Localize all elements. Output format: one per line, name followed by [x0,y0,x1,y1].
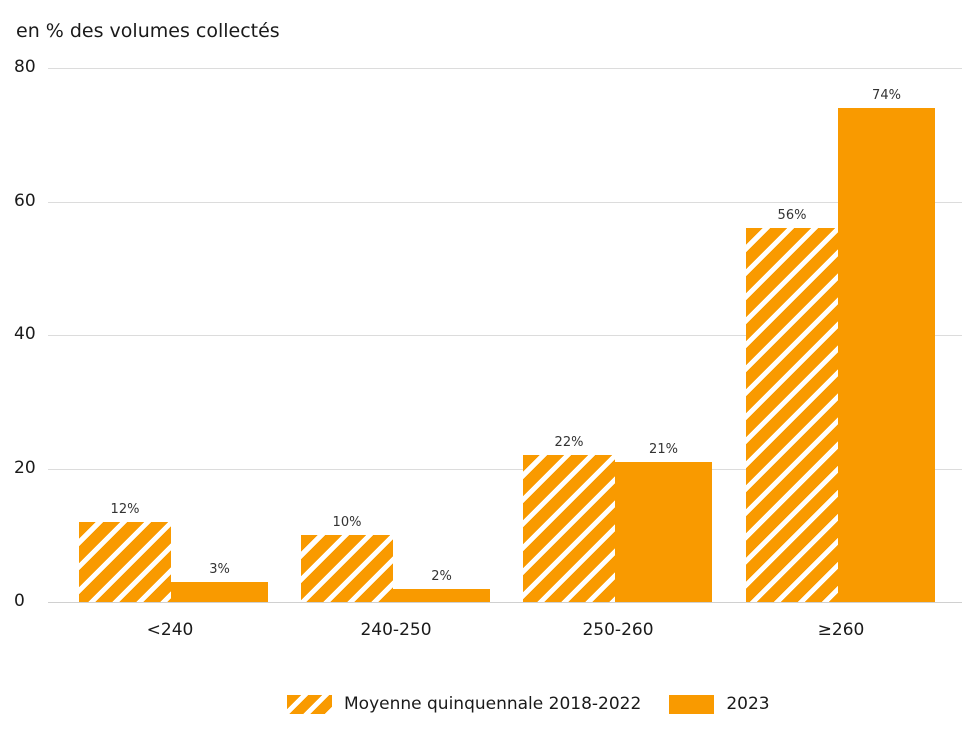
y-tick-40: 40 [14,324,36,344]
solid-swatch-icon [669,694,715,714]
legend-label-average: Moyenne quinquennale 2018-2022 [344,694,642,714]
y-axis-title: en % des volumes collectés [16,20,280,42]
legend-label-2023: 2023 [726,694,770,714]
x-label-250-260: 250-260 [582,620,654,640]
bar-2023 [615,461,712,602]
x-label-ge260: ≥260 [817,620,865,640]
y-tick-60: 60 [14,191,36,211]
legend: Moyenne quinquennale 2018-2022 2023 [287,694,798,714]
bar-average [523,455,615,602]
value-label: 10% [332,515,362,531]
value-label: 21% [649,441,678,457]
legend-item-average: Moyenne quinquennale 2018-2022 [287,694,641,714]
value-label: 12% [110,501,140,517]
value-label: 2% [431,568,452,584]
y-tick-0: 0 [14,591,25,611]
value-label: 74% [872,88,901,104]
bar-average [79,521,171,602]
bar-2023 [393,588,490,602]
x-label-240-250: 240-250 [360,620,432,640]
y-tick-80: 80 [14,57,36,77]
baseline [48,602,962,603]
bar-average [746,228,838,602]
gridline [48,202,962,203]
value-label: 3% [209,561,230,577]
y-tick-20: 20 [14,458,36,478]
bar-average [301,535,393,602]
x-label-lt240: <240 [146,620,194,640]
value-label: 22% [554,435,584,451]
gridline [48,469,962,470]
hatched-swatch-icon [287,694,332,714]
gridline [48,68,962,69]
gridline [48,335,962,336]
legend-item-2023: 2023 [669,694,770,714]
bar-2023 [838,108,935,602]
bar-2023 [171,581,268,602]
value-label: 56% [777,208,807,224]
